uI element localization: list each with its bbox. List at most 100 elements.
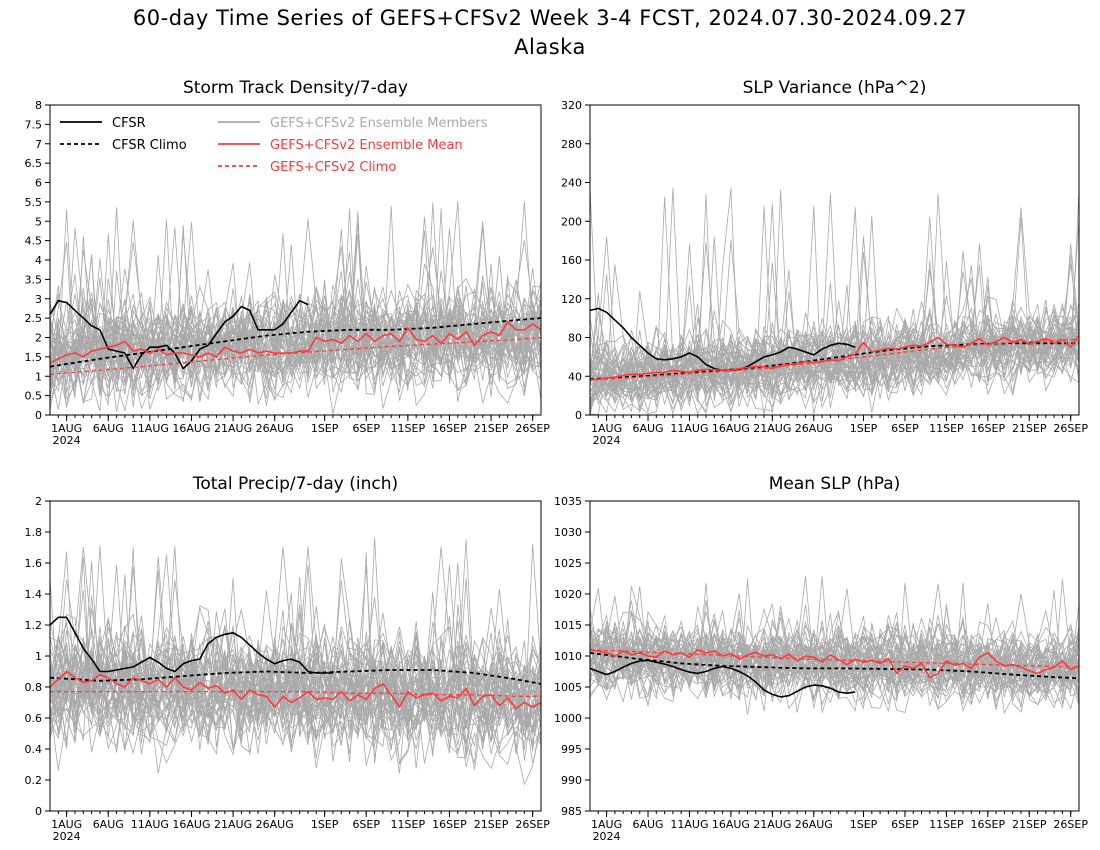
x-tick-label: 1SEP — [850, 422, 878, 435]
member-line — [590, 588, 1079, 687]
legend-ensemble-mean-label: GEFS+CFSv2 Ensemble Mean — [270, 138, 463, 153]
chart-panel-4: Mean SLP (hPa) 985 990 995 1000 1005 1010 1015 1… — [554, 474, 1088, 843]
member-line — [50, 640, 541, 770]
member-line — [50, 232, 541, 372]
legend: CFSR CFSR Climo GEFS+CFSv2 Ensemble Member… — [60, 116, 488, 175]
y-tick-label: 8 — [35, 99, 42, 112]
x-tick-label: 1AUG — [591, 818, 622, 831]
y-tick-label: 1.2 — [25, 619, 43, 632]
x-tick-label: 11AUG — [131, 818, 169, 831]
y-tick-label: 990 — [561, 774, 582, 787]
y-tick-label: 985 — [561, 805, 582, 818]
member-line — [50, 228, 541, 412]
x-tick-label: 11AUG — [670, 818, 708, 831]
ensemble-climo-line — [590, 338, 1079, 381]
y-tick-label: 0.5 — [25, 390, 43, 403]
x-year-label: 2024 — [53, 434, 81, 447]
x-tick-label: 6AUG — [632, 422, 663, 435]
member-line — [590, 205, 1079, 412]
y-tick-label: 1005 — [554, 681, 582, 694]
x-tick-label: 1AUG — [51, 818, 82, 831]
x-tick-label: 16SEP — [971, 818, 1006, 831]
x-tick-label: 21SEP — [1012, 422, 1047, 435]
x-tick-label: 21AUG — [214, 422, 252, 435]
x-tick-label: 6AUG — [632, 818, 663, 831]
x-tick-label: 21AUG — [214, 818, 252, 831]
y-tick-label: 1020 — [554, 588, 582, 601]
y-tick-label: 0.8 — [25, 681, 43, 694]
member-line — [590, 205, 1079, 414]
x-tick-label: 6AUG — [93, 422, 124, 435]
ensemble-mean-line — [50, 670, 541, 710]
y-tick-label: 1 — [35, 650, 42, 663]
y-tick-label: 1.4 — [25, 588, 43, 601]
y-tick-label: 1.5 — [25, 351, 43, 364]
x-tick-label: 21SEP — [474, 818, 509, 831]
y-tick-label: 0 — [575, 409, 582, 422]
panel-title: SLP Variance (hPa^2) — [743, 78, 927, 98]
y-tick-label: 0.2 — [25, 774, 43, 787]
y-tick-label: 1 — [35, 370, 42, 383]
plot-area — [50, 537, 541, 786]
y-tick-label: 3 — [35, 293, 42, 306]
y-tick-label: 7.5 — [25, 118, 43, 131]
legend-cfsr-climo-label: CFSR Climo — [112, 138, 187, 153]
cfsr-climo-line — [50, 317, 541, 368]
x-tick-label: 1SEP — [850, 818, 878, 831]
member-line — [50, 279, 541, 401]
x-tick-label: 16SEP — [971, 422, 1006, 435]
x-tick-label: 6SEP — [891, 818, 919, 831]
member-line — [50, 546, 541, 751]
y-tick-label: 0 — [35, 805, 42, 818]
x-tick-label: 16SEP — [432, 818, 467, 831]
x-tick-label: 11SEP — [391, 818, 426, 831]
ensemble-members — [50, 537, 541, 786]
member-line — [50, 233, 541, 403]
member-line — [590, 576, 1079, 696]
x-tick-label: 21AUG — [753, 818, 791, 831]
y-tick-label: 7 — [35, 138, 42, 151]
y-tick-label: 1.6 — [25, 557, 43, 570]
plot-area — [590, 187, 1079, 415]
cfsr-climo-line — [590, 342, 1079, 381]
x-tick-label: 26SEP — [515, 818, 550, 831]
y-tick-label: 2 — [35, 495, 42, 508]
ensemble-members — [590, 187, 1079, 415]
ensemble-members — [50, 201, 541, 414]
y-tick-label: 4 — [35, 254, 42, 267]
y-tick-label: 80 — [568, 332, 582, 345]
legend-ensemble-climo-label: GEFS+CFSv2 Climo — [270, 160, 396, 175]
panel-title: Mean SLP (hPa) — [769, 474, 901, 494]
x-year-label: 2024 — [593, 434, 621, 447]
y-tick-label: 280 — [561, 138, 582, 151]
x-tick-label: 21AUG — [753, 422, 791, 435]
chart-panel-3: Total Precip/7-day (inch)00.20.40.60.811… — [25, 474, 551, 843]
member-line — [50, 639, 541, 761]
member-line — [590, 236, 1079, 408]
x-tick-label: 16AUG — [712, 422, 750, 435]
cfsr-line — [50, 616, 333, 674]
y-tick-label: 1025 — [554, 557, 582, 570]
member-line — [590, 189, 1079, 398]
ensemble-climo-line — [590, 649, 1079, 668]
figure-title: 60-day Time Series of GEFS+CFSv2 Week 3-… — [0, 4, 1100, 62]
y-tick-label: 995 — [561, 743, 582, 756]
y-tick-label: 0 — [35, 409, 42, 422]
plot-area — [590, 576, 1079, 715]
cfsr-climo-line — [590, 652, 1079, 680]
y-tick-label: 4.5 — [25, 235, 43, 248]
member-line — [50, 205, 541, 410]
member-line — [50, 552, 541, 786]
ensemble-climo-line — [50, 336, 541, 375]
x-year-label: 2024 — [593, 830, 621, 843]
x-tick-label: 21SEP — [474, 422, 509, 435]
member-line — [590, 282, 1079, 414]
panel-title: Total Precip/7-day (inch) — [192, 474, 398, 494]
x-tick-label: 1AUG — [51, 422, 82, 435]
y-tick-label: 2 — [35, 332, 42, 345]
figure-title-line2: Alaska — [514, 35, 586, 59]
chart-panel-2: SLP Variance (hPa^2) 0 40 80 120 160 200 240 280… — [561, 78, 1088, 447]
member-line — [50, 297, 541, 388]
member-line — [590, 617, 1079, 712]
